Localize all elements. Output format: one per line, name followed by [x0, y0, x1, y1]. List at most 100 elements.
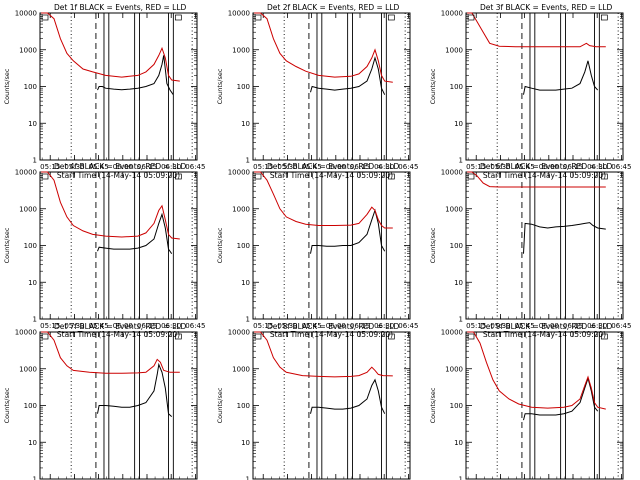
- events-series-line: [523, 222, 606, 254]
- x-tick-label: 06:45: [611, 163, 631, 171]
- chart-panel: 11010010001000005:1505:3005:4506:0006:15…: [429, 322, 624, 480]
- x-tick-label: 05:30: [490, 163, 510, 171]
- chart-panel: 11010010001000005:1505:3005:4506:0006:15…: [3, 322, 198, 480]
- y-tick-label: 10: [454, 439, 463, 447]
- y-tick-label: 100: [24, 242, 37, 250]
- x-tick-label: 05:15: [253, 163, 273, 171]
- events-series-line: [310, 56, 386, 95]
- x-tick-label: 06:15: [137, 322, 157, 330]
- corner-marker: [174, 333, 182, 340]
- lld-series-line: [41, 171, 180, 240]
- x-tick-label: 05:15: [466, 322, 486, 330]
- chart-title: Det 3f BLACK = Events, RED = LLD: [480, 3, 613, 12]
- corner-marker: [467, 333, 475, 340]
- x-tick-label: 05:45: [89, 163, 109, 171]
- y-tick-label: 10000: [441, 10, 463, 18]
- y-tick-label: 100: [24, 402, 37, 410]
- x-tick-label: 05:30: [277, 322, 297, 330]
- x-tick-label: 06:45: [185, 322, 205, 330]
- x-tick-label: 06:00: [539, 163, 559, 171]
- x-tick-label: 05:30: [64, 163, 84, 171]
- x-tick-label: 06:30: [587, 322, 607, 330]
- events-series-line: [523, 376, 599, 421]
- chart-title: Det 4f BLACK = Events, RED = LLD: [54, 162, 187, 171]
- y-axis-label: Counts/sec: [429, 68, 437, 104]
- corner-marker: [467, 173, 475, 180]
- corner-marker: [174, 173, 182, 180]
- y-tick-label: 10000: [15, 329, 37, 337]
- y-tick-label: 1000: [445, 205, 463, 213]
- chart-title: Det 2f BLACK = Events, RED = LLD: [267, 3, 400, 12]
- y-tick-label: 10: [454, 279, 463, 287]
- y-axis-label: Counts/sec: [3, 387, 11, 423]
- corner-marker: [600, 14, 608, 21]
- x-tick-label: 06:45: [398, 322, 418, 330]
- y-tick-label: 1: [246, 476, 250, 480]
- x-axis-label: Start Time (14-May-14 05:09:20): [483, 171, 606, 180]
- x-axis-label: Start Time (14-May-14 05:09:20): [57, 330, 180, 339]
- x-axis-label: Start Time (14-May-14 05:09:20): [270, 171, 393, 180]
- x-tick-label: 05:45: [89, 322, 109, 330]
- events-series-line: [97, 55, 174, 95]
- chart-title: Det 9f BLACK = Events, RED = LLD: [480, 322, 613, 331]
- events-series-line: [310, 378, 386, 414]
- y-tick-label: 1000: [232, 46, 250, 54]
- y-tick-label: 100: [450, 83, 463, 91]
- chart-title: Det 5f BLACK = Events, RED = LLD: [267, 162, 400, 171]
- y-tick-label: 1: [246, 157, 250, 165]
- corner-marker: [41, 333, 49, 340]
- x-tick-label: 05:15: [40, 163, 60, 171]
- y-tick-label: 10: [454, 120, 463, 128]
- y-axis-label: Counts/sec: [3, 227, 11, 263]
- x-tick-label: 06:30: [374, 163, 394, 171]
- x-tick-label: 05:15: [466, 163, 486, 171]
- y-tick-label: 1000: [19, 365, 37, 373]
- chart-title: Det 6f BLACK = Events, RED = LLD: [480, 162, 613, 171]
- x-tick-label: 06:30: [161, 163, 181, 171]
- x-tick-label: 05:30: [64, 322, 84, 330]
- x-tick-label: 06:30: [161, 322, 181, 330]
- lld-series-line: [254, 12, 393, 83]
- y-tick-label: 10000: [15, 10, 37, 18]
- x-tick-label: 05:45: [515, 322, 535, 330]
- y-tick-label: 1000: [232, 365, 250, 373]
- x-axis-label: Start Time (14-May-14 05:09:20): [270, 330, 393, 339]
- chart-title: Det 7f BLACK = Events, RED = LLD: [54, 322, 187, 331]
- lld-series-line: [467, 12, 606, 48]
- events-series-line: [523, 60, 599, 95]
- x-tick-label: 06:00: [326, 322, 346, 330]
- x-tick-label: 06:00: [113, 163, 133, 171]
- x-tick-label: 06:15: [350, 163, 370, 171]
- lld-series-line: [41, 12, 180, 82]
- y-tick-label: 100: [24, 83, 37, 91]
- y-tick-label: 100: [237, 242, 250, 250]
- chart-panel: 11010010001000005:1505:3005:4506:0006:15…: [216, 322, 411, 480]
- corner-marker: [387, 333, 395, 340]
- x-tick-label: 05:15: [40, 322, 60, 330]
- y-tick-label: 1: [459, 157, 463, 165]
- corner-marker: [387, 14, 395, 21]
- lld-series-line: [254, 331, 393, 378]
- events-series-line: [310, 208, 386, 254]
- corner-marker: [467, 14, 475, 21]
- y-tick-label: 100: [237, 402, 250, 410]
- y-tick-label: 10000: [228, 10, 250, 18]
- y-tick-label: 10: [28, 279, 37, 287]
- x-tick-label: 06:00: [326, 163, 346, 171]
- x-tick-label: 06:30: [587, 163, 607, 171]
- x-tick-label: 06:45: [185, 163, 205, 171]
- corner-marker: [41, 14, 49, 21]
- y-tick-label: 100: [450, 402, 463, 410]
- y-tick-label: 10000: [441, 169, 463, 177]
- y-tick-label: 1000: [19, 46, 37, 54]
- x-tick-label: 06:00: [113, 322, 133, 330]
- corner-marker: [387, 173, 395, 180]
- x-tick-label: 05:45: [302, 322, 322, 330]
- y-tick-label: 1: [246, 316, 250, 324]
- y-tick-label: 1: [459, 476, 463, 480]
- x-axis-label: Start Time (14-May-14 05:09:20): [57, 171, 180, 180]
- y-tick-label: 10000: [228, 329, 250, 337]
